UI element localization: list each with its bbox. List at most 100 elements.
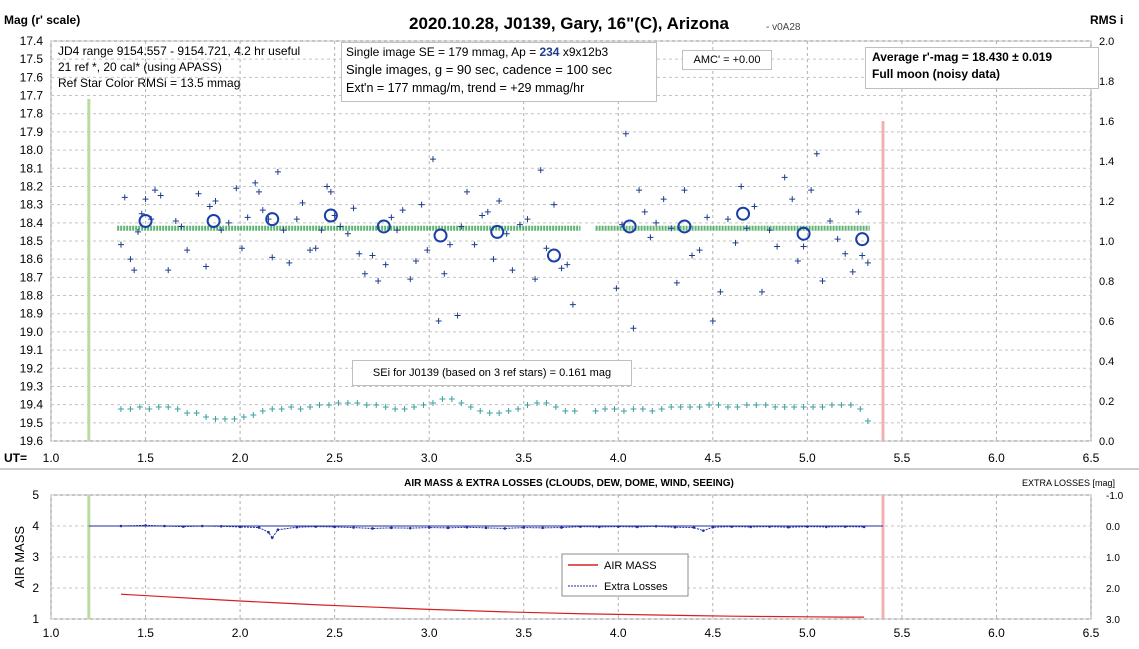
rms-point — [155, 404, 162, 410]
bottom-data-marks — [87, 495, 885, 619]
rms-point — [838, 402, 845, 408]
rms-point — [687, 404, 694, 410]
extra-losses-point — [749, 525, 752, 529]
top-y-tick-label: 18.5 — [20, 234, 44, 248]
single-image-point — [233, 185, 240, 192]
single-image-point — [794, 258, 801, 264]
extra-losses-point — [692, 526, 696, 529]
bottom-legend: AIR MASS Extra Losses — [561, 553, 689, 597]
extra-losses-point — [560, 526, 563, 529]
single-image-point — [855, 208, 862, 215]
rms-point — [592, 408, 599, 414]
aperture-value: 234 — [539, 45, 560, 59]
top-y-tick-label: 18.4 — [20, 216, 44, 230]
info-box-se-text: Single image SE = 179 mmag, Ap = — [346, 45, 540, 59]
info-box-average: Average r'-mag = 18.430 ± 0.019 Full moo… — [865, 47, 1099, 89]
single-image-point — [388, 214, 395, 221]
single-image-point — [429, 156, 436, 163]
rms-point — [571, 408, 578, 414]
single-image-point — [738, 183, 745, 190]
rms-point — [344, 400, 351, 406]
single-image-point — [641, 208, 648, 215]
extra-losses-point — [219, 525, 223, 528]
single-image-point — [859, 252, 866, 259]
rms-point — [278, 406, 285, 412]
rms-point — [734, 404, 741, 410]
single-image-point — [827, 218, 834, 224]
extra-losses-point — [144, 524, 147, 527]
single-image-point — [819, 278, 826, 284]
single-image-point — [394, 227, 401, 234]
rms-point — [146, 406, 153, 412]
info-box-jd-range: JD4 range 9154.557 - 9154.721, 4.2 hr us… — [54, 43, 342, 93]
rms-point — [401, 406, 408, 412]
single-image-point — [613, 285, 620, 292]
top-chart-title: 2020.10.28, J0139, Gary, 16"(C), Arizona — [409, 14, 729, 33]
extra-losses-point — [408, 526, 412, 530]
top-y-left-label: Mag (r' scale) — [4, 13, 80, 27]
info-box-jd-line2: 21 ref *, 20 cal* (using APASS) — [58, 60, 222, 74]
single-image-point — [766, 227, 773, 234]
top-y-tick-label: 18.0 — [20, 143, 44, 157]
info-box-single-image: Single image SE = 179 mmag, Ap = 234 x9x… — [341, 42, 657, 102]
single-image-point — [350, 205, 357, 212]
top-y-right-tick-label: 2.0 — [1099, 36, 1114, 48]
extra-losses-point — [238, 525, 242, 529]
rms-point — [240, 414, 247, 420]
bottom-x-tick-label: 6.5 — [1083, 626, 1100, 640]
bottom-y-right-tick-label: -1.0 — [1106, 491, 1124, 502]
rms-point — [668, 404, 675, 410]
bottom-y-tick-label: 2 — [32, 581, 39, 595]
single-image-point — [696, 247, 703, 254]
single-image-point — [375, 278, 382, 284]
top-y-tick-label: 19.4 — [20, 398, 44, 412]
top-y-right-tick-label: 0.6 — [1099, 316, 1114, 328]
top-x-tick-label: 2.0 — [232, 451, 249, 465]
extra-losses-point — [200, 524, 204, 528]
single-image-point — [269, 254, 276, 261]
top-y-right-tick-label: 0.2 — [1099, 396, 1114, 408]
bottom-y-tick-label: 4 — [32, 519, 39, 533]
top-y-tick-label: 17.9 — [20, 125, 44, 139]
single-image-point — [435, 318, 442, 324]
rms-point — [743, 402, 750, 408]
single-image-point — [537, 167, 544, 174]
rms-point — [439, 396, 446, 402]
rms-point — [486, 410, 493, 416]
single-image-point — [781, 174, 788, 181]
bottom-x-tick-label: 2.0 — [232, 626, 249, 640]
binned-average-circle — [323, 208, 338, 223]
rms-point — [620, 408, 627, 414]
single-image-point — [569, 301, 576, 308]
extra-losses-point — [446, 526, 450, 530]
rms-point — [212, 416, 219, 422]
single-image-point — [732, 239, 739, 246]
single-image-point — [307, 247, 314, 254]
bottom-x-tick-labels: 1.0 1.5 2.0 2.5 3.0 3.5 4.0 4.5 5.0 5.5 6.0 6.5 — [43, 626, 1100, 640]
binned-average-circle — [433, 228, 448, 243]
single-image-point — [751, 203, 758, 210]
rms-point — [847, 402, 854, 408]
single-image-point — [484, 208, 491, 215]
rms-point — [772, 404, 779, 410]
top-y-tick-label: 17.7 — [20, 89, 44, 103]
single-image-point — [407, 276, 414, 283]
top-y-tick-label: 19.2 — [20, 361, 44, 375]
single-image-point — [704, 214, 711, 221]
moon-note: Full moon (noisy data) — [872, 67, 1000, 81]
top-y-right-tick-label: 1.0 — [1099, 236, 1114, 248]
single-image-point — [134, 228, 141, 235]
bottom-y-tick-label: 5 — [32, 488, 39, 502]
rms-point — [677, 404, 684, 410]
top-x-tick-label: 1.0 — [43, 451, 60, 465]
rms-point — [269, 406, 276, 412]
single-image-point — [516, 221, 523, 228]
extra-losses-point — [390, 526, 393, 530]
rms-point — [174, 406, 181, 412]
single-image-point — [356, 250, 363, 257]
single-image-point — [157, 192, 164, 199]
extra-losses-point — [730, 525, 734, 528]
single-image-point — [441, 270, 448, 277]
bottom-y-right-tick-label: 0.0 — [1106, 522, 1120, 533]
rms-point — [515, 406, 522, 412]
